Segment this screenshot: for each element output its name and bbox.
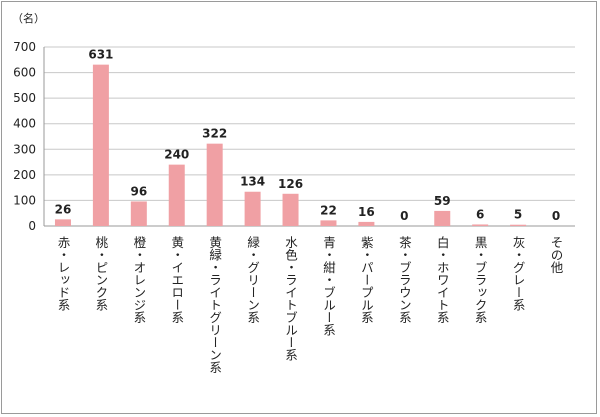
- data-label-7: 22: [320, 203, 337, 217]
- bar-7: [320, 220, 337, 226]
- y-tick-label-300: 300: [13, 142, 36, 156]
- y-tick-label-200: 200: [13, 168, 36, 182]
- data-label-2: 96: [130, 184, 147, 198]
- y-tick-label-0: 0: [28, 219, 36, 233]
- data-label-9: 0: [400, 209, 408, 223]
- bar-1: [92, 64, 109, 226]
- category-label-1: 桃・ピンク系: [93, 235, 108, 311]
- data-label-1: 631: [88, 48, 113, 62]
- category-label-13: その他: [549, 236, 564, 274]
- data-label-3: 240: [164, 148, 189, 162]
- category-label-11: 黒・ブラック系: [473, 236, 488, 324]
- category-label-0: 赤・レッド系: [55, 236, 70, 311]
- y-axis-unit-label: （名）: [12, 11, 45, 25]
- bar-11: [472, 224, 489, 226]
- y-tick-label-500: 500: [13, 91, 36, 105]
- data-label-8: 16: [358, 205, 375, 219]
- bar-8: [358, 221, 375, 226]
- category-label-5: 緑・グリーン系: [245, 235, 260, 324]
- category-label-2: 橙・オレンジ系: [131, 235, 146, 324]
- data-label-0: 26: [55, 202, 72, 216]
- data-label-6: 126: [278, 177, 303, 191]
- category-label-8: 紫・パープル系: [359, 236, 374, 324]
- bar-0: [54, 219, 71, 226]
- data-label-11: 6: [476, 207, 484, 221]
- category-label-3: 黄・イエロー系: [169, 236, 184, 324]
- category-label-12: 灰・グレー系: [511, 236, 526, 311]
- category-label-9: 茶・ブラウン系: [397, 235, 412, 324]
- data-label-12: 5: [514, 208, 522, 222]
- bar-2: [130, 201, 147, 226]
- y-tick-label-400: 400: [13, 117, 36, 131]
- bar-4: [206, 143, 223, 226]
- y-tick-label-600: 600: [13, 66, 36, 80]
- category-label-4: 黄緑・ライトグリーン系: [207, 236, 222, 374]
- bar-12: [510, 224, 527, 226]
- bar-3: [168, 164, 185, 226]
- data-label-13: 0: [552, 209, 560, 223]
- y-tick-label-100: 100: [13, 193, 36, 207]
- category-label-6: 水色・ライトブルー系: [283, 236, 298, 361]
- category-label-7: 青・紺・ブルー系: [321, 236, 336, 336]
- bar-10: [434, 210, 451, 226]
- category-label-10: 白・ホワイト系: [435, 235, 450, 324]
- data-label-10: 59: [434, 194, 451, 208]
- y-tick-label-700: 700: [13, 40, 36, 54]
- bar-5: [244, 191, 261, 226]
- data-label-5: 134: [240, 175, 265, 189]
- bar-6: [282, 193, 299, 226]
- data-label-4: 322: [202, 127, 227, 141]
